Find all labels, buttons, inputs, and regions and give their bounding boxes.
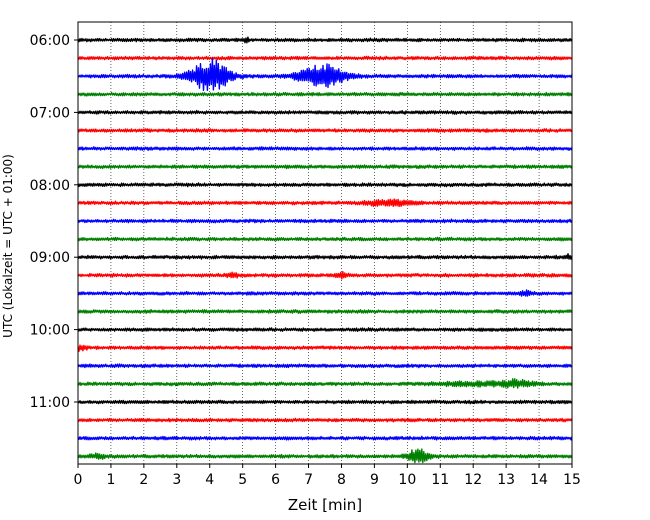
y-tick-label: 07:00 (30, 105, 70, 121)
trace-line (77, 198, 573, 208)
y-tick-label: 09:00 (30, 250, 70, 266)
trace-line (77, 289, 573, 297)
x-tick-label: 13 (497, 472, 515, 488)
trace-line (77, 146, 573, 152)
trace-line (77, 58, 573, 92)
x-tick-label: 3 (172, 472, 181, 488)
x-tick-label: 11 (431, 472, 449, 488)
trace-line (77, 236, 573, 242)
x-tick-label: 10 (398, 472, 416, 488)
x-tick-label: 9 (370, 472, 379, 488)
x-axis: 0 1 2 3 4 5 6 7 8 9 10 11 12 13 14 15 (74, 464, 581, 488)
trace-line (77, 417, 573, 423)
x-tick-label: 0 (74, 472, 83, 488)
trace-line (77, 399, 573, 405)
trace-line (77, 435, 573, 441)
trace-line (77, 344, 573, 352)
trace-line (77, 363, 573, 369)
x-tick-label: 12 (464, 472, 482, 488)
y-tick-label: 10:00 (30, 323, 70, 339)
trace-line (77, 55, 573, 61)
x-tick-label: 5 (238, 472, 247, 488)
x-tick-label: 15 (563, 472, 581, 488)
trace-line (77, 327, 573, 332)
y-axis: 06:00 07:00 08:00 09:00 10:00 11:00 (30, 33, 78, 411)
trace-line (77, 253, 573, 260)
trace-line (77, 218, 573, 224)
y-tick-label: 06:00 (30, 33, 70, 49)
trace-line (77, 91, 573, 97)
y-axis-title: UTC (Lokalzeit = UTC + 01:00) (1, 154, 15, 338)
trace-line (77, 378, 573, 389)
plot-frame (77, 21, 573, 465)
x-tick-label: 8 (337, 472, 346, 488)
y-tick-label: 11:00 (30, 395, 70, 411)
trace-line (77, 36, 573, 44)
trace-line (77, 309, 573, 314)
x-tick-label: 6 (271, 472, 280, 488)
trace-line (77, 128, 573, 134)
x-tick-label: 4 (205, 472, 214, 488)
x-tick-label: 1 (106, 472, 115, 488)
y-tick-label: 08:00 (30, 178, 70, 194)
trace-line (77, 271, 573, 280)
x-tick-label: 2 (139, 472, 148, 488)
x-tick-label: 7 (304, 472, 313, 488)
grid-lines (110, 22, 540, 464)
trace-line (77, 448, 573, 464)
trace-line (77, 164, 573, 170)
x-axis-title: Zeit [min] (288, 496, 362, 514)
trace-line (77, 109, 573, 115)
trace-group (77, 36, 573, 464)
trace-line (77, 182, 573, 188)
x-tick-label: 14 (530, 472, 548, 488)
